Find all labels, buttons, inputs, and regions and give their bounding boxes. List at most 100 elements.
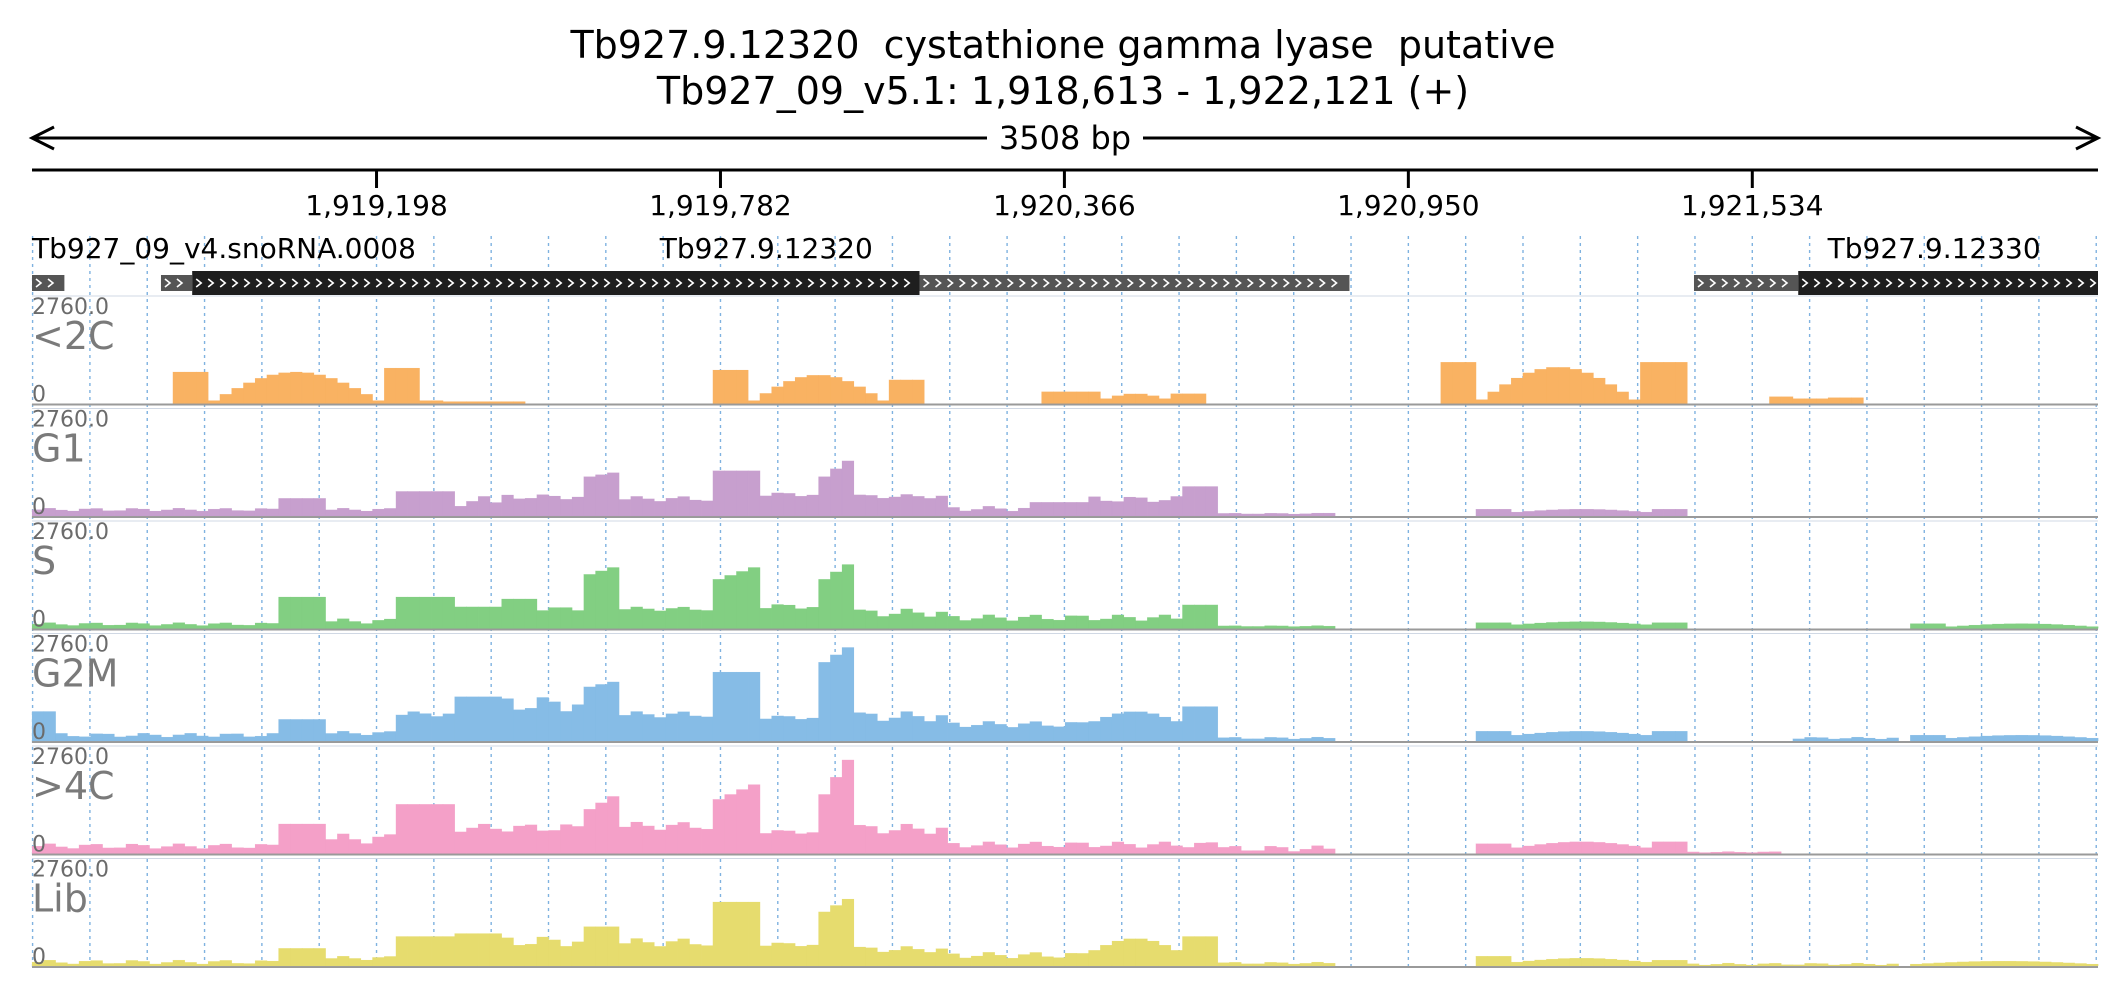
coverage-bar [806, 494, 819, 517]
coverage-bar [348, 958, 362, 967]
coverage-bar [618, 499, 632, 517]
coverage-bar [524, 498, 538, 517]
coverage-bar [1464, 362, 1477, 404]
coverage-bar [501, 401, 514, 404]
coverage-bar [1123, 393, 1136, 404]
coverage-bar [783, 830, 796, 854]
coverage-bar [1229, 513, 1242, 517]
strand-chevron [435, 278, 443, 288]
coverage-bar [607, 926, 620, 967]
coverage-bar [724, 470, 737, 517]
coverage-bar [536, 494, 549, 517]
coverage-bar [1123, 938, 1136, 967]
coverage-bar [982, 721, 995, 742]
coverage-bar [877, 720, 890, 742]
coverage-bar [806, 375, 819, 404]
coverage-bar [841, 898, 855, 967]
coverage-bar [806, 717, 819, 742]
coverage-bars [31, 759, 1782, 854]
coverage-bar [489, 828, 502, 854]
coverage-bar [1651, 362, 1665, 404]
coverage-bar [243, 625, 256, 629]
strand-chevron [2065, 278, 2073, 288]
strand-chevron [176, 278, 184, 288]
strand-chevron [555, 278, 563, 288]
strand-chevron [1211, 278, 1218, 288]
coverage-bar [231, 963, 244, 967]
coverage-bar [1968, 961, 1982, 967]
coverage-bar [90, 960, 103, 967]
strand-chevrons [1801, 278, 2097, 288]
coverage-bar [724, 575, 737, 629]
strand-chevron [1199, 278, 1206, 288]
coverage-bar [254, 735, 268, 742]
strand-chevron [1945, 278, 1953, 288]
ruler-tick-label: 1,920,366 [993, 189, 1136, 222]
coverage-bar [1006, 727, 1019, 742]
strand-chevron [807, 278, 815, 288]
strand-chevron [891, 278, 899, 288]
coverage-bar [771, 715, 784, 742]
strand-chevron [1295, 278, 1302, 288]
coverage-bar [301, 823, 315, 854]
coverage-bar [172, 843, 186, 854]
coverage-bar [501, 698, 514, 742]
coverage-bar [571, 941, 585, 967]
coverage-bar [794, 377, 808, 404]
coverage-bar [1287, 513, 1301, 517]
strand-chevron [1825, 278, 1833, 288]
coverage-bar [1992, 960, 2005, 967]
coverage-bar [1017, 843, 1031, 854]
coverage-bar [1522, 845, 1535, 854]
coverage-bar [1616, 959, 1629, 967]
coverage-bar [125, 960, 139, 967]
strand-chevron [1957, 278, 1965, 288]
track-zero-label: 0 [32, 495, 46, 520]
coverage-bar [947, 843, 960, 854]
coverage-bar [313, 374, 326, 404]
span-arrowhead-left [28, 125, 55, 151]
coverage-bar [783, 381, 796, 404]
coverage-bar [1663, 959, 1676, 967]
coverage-bar [1557, 509, 1571, 517]
coverage-bar [1064, 722, 1078, 742]
strand-chevron [1849, 278, 1857, 288]
coverage-bar [313, 948, 326, 967]
strand-chevron [231, 278, 239, 288]
coverage-bar [1628, 511, 1641, 517]
coverage-bar [1194, 842, 1207, 854]
coverage-bar [841, 564, 855, 629]
coverage-bar [560, 499, 573, 517]
strand-chevron [711, 278, 719, 288]
coverage-bar [384, 956, 397, 967]
coverage-bar [1522, 733, 1535, 742]
coverage-bar [1264, 846, 1277, 854]
coverage-bar [184, 624, 197, 629]
coverage-bar [454, 401, 467, 404]
strand-chevron [207, 278, 215, 288]
coverage-bar [1017, 723, 1031, 742]
coverage-bar [935, 611, 949, 629]
strand-chevron [375, 278, 383, 288]
coverage-bar [1076, 615, 1089, 629]
coverage-bar [1252, 850, 1265, 854]
coverage-bar [1076, 953, 1089, 967]
strand-chevron [959, 278, 966, 288]
coverage-bar [1182, 604, 1195, 629]
coverage-bar [1792, 738, 1805, 742]
coverage-bar [970, 845, 984, 854]
coverage-bar [325, 839, 338, 854]
coverage-bar [196, 848, 209, 854]
strand-chevron [483, 278, 491, 288]
coverage-bar [161, 509, 174, 517]
coverage-bar [1534, 510, 1547, 517]
coverage-bar [1041, 391, 1054, 404]
coverage-bar [1076, 722, 1089, 742]
strand-chevron [1697, 278, 1705, 288]
strand-chevron [1175, 278, 1182, 288]
coverage-bar [806, 607, 819, 629]
ruler-tick-label: 1,921,534 [1681, 189, 1824, 222]
strand-chevron [291, 278, 299, 288]
coverage-bar [560, 607, 573, 629]
coverage-bar [1675, 731, 1688, 742]
